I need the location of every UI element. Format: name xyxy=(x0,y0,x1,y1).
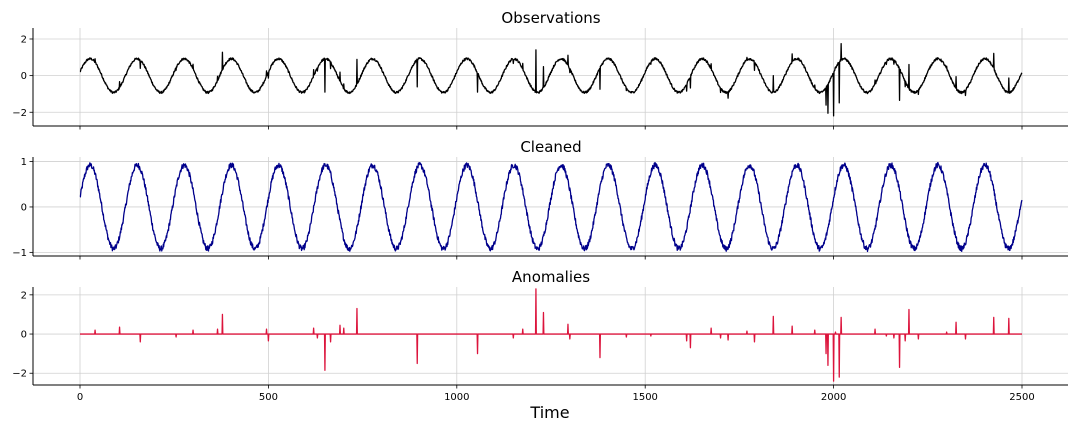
y-tick-label: 0 xyxy=(21,330,27,341)
panel-title: Anomalies xyxy=(512,268,590,286)
chart-panels: −2 0 2 Observations −1 0 1 Cleaned −2 0 2 0 500 1000 1… xyxy=(12,9,1068,403)
x-tick-label: 1000 xyxy=(444,392,469,403)
panel-cleaned: −1 0 1 Cleaned xyxy=(12,138,1068,260)
y-tick-label: 0 xyxy=(21,202,27,213)
y-tick-label: −1 xyxy=(12,248,27,259)
series-line-observations xyxy=(79,42,1023,117)
panel-title: Observations xyxy=(501,9,600,27)
x-tick-label: 2500 xyxy=(1009,392,1034,403)
y-tick-label: 2 xyxy=(21,290,27,301)
y-tick-label: −2 xyxy=(12,108,27,119)
y-tick-label: 0 xyxy=(21,71,27,82)
y-tick-label: 1 xyxy=(21,157,27,168)
x-tick-label: 500 xyxy=(259,392,278,403)
panel-title: Cleaned xyxy=(520,138,581,156)
series-line-anomalies xyxy=(79,288,1023,382)
x-tick-label: 0 xyxy=(77,392,83,403)
y-tick-label: 2 xyxy=(21,34,27,45)
x-axis-label: Time xyxy=(529,403,569,422)
x-tick-label: 2000 xyxy=(821,392,846,403)
x-tick-label: 1500 xyxy=(632,392,657,403)
panel-observations: −2 0 2 Observations xyxy=(12,9,1068,130)
panel-anomalies: −2 0 2 0 500 1000 1500 2000 2500 Anomalies xyxy=(12,268,1068,403)
y-tick-label: −2 xyxy=(12,369,27,380)
series-line-cleaned xyxy=(79,161,1023,253)
